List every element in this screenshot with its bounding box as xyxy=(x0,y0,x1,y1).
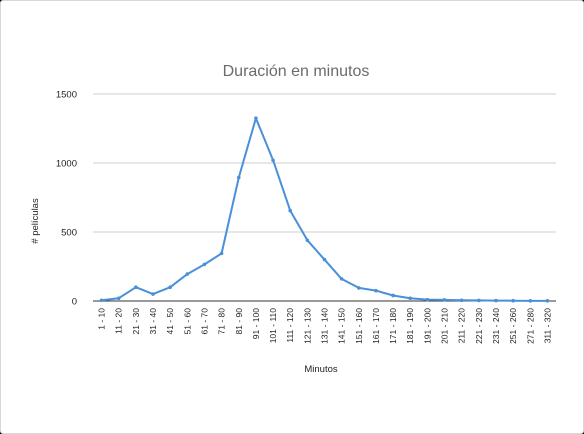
data-point xyxy=(425,297,430,302)
x-tick-label: 21 - 30 xyxy=(131,308,141,335)
data-point xyxy=(477,298,481,303)
x-tick-label: 141 - 150 xyxy=(337,308,347,344)
x-tick-label: 111 - 120 xyxy=(285,308,295,343)
data-point xyxy=(219,251,224,256)
data-point xyxy=(288,208,293,213)
series-line xyxy=(101,117,548,302)
x-tick-label: 11 - 20 xyxy=(114,308,124,334)
data-point xyxy=(168,285,172,290)
x-tick-label: 231 - 240 xyxy=(491,308,501,344)
x-tick-label: 71 - 80 xyxy=(217,308,227,335)
data-point xyxy=(202,262,207,267)
data-point xyxy=(254,116,258,120)
x-tick-label: 171 - 180 xyxy=(388,308,398,344)
x-tick-label: 81 - 90 xyxy=(234,308,244,335)
y-tick-label: 500 xyxy=(61,228,77,239)
data-point xyxy=(99,298,104,303)
x-tick-label: 121 - 130 xyxy=(302,308,312,344)
data-point xyxy=(339,277,344,281)
data-point xyxy=(151,292,155,296)
x-tick-label: 91 - 100 xyxy=(251,308,261,339)
data-point xyxy=(442,298,447,302)
data-point xyxy=(459,298,464,303)
x-tick-label: 101 - 110 xyxy=(268,308,278,344)
x-tick-label: 41 - 50 xyxy=(165,308,175,335)
chart-title: Duración en minutos xyxy=(223,63,370,80)
y-axis-ticks: 0 500 1000 1500 xyxy=(56,90,77,308)
x-axis-ticks: 1 - 10 11 - 20 21 - 30 31 - 40 41 - 50 51 - 6… xyxy=(97,308,553,344)
data-point xyxy=(374,288,378,293)
x-axis-title: Minutos xyxy=(304,364,338,375)
data-point xyxy=(116,296,121,301)
data-point xyxy=(511,298,515,303)
y-tick-label: 1500 xyxy=(56,90,77,101)
x-tick-label: 191 - 200 xyxy=(422,308,432,344)
data-point xyxy=(134,285,138,290)
x-tick-label: 61 - 70 xyxy=(199,308,209,335)
data-point xyxy=(271,158,275,163)
data-point xyxy=(408,296,413,301)
x-tick-label: 221 - 230 xyxy=(474,308,484,344)
gridlines xyxy=(93,93,556,302)
y-axis-title: # películas xyxy=(30,198,41,244)
data-point xyxy=(494,298,498,303)
y-tick-label: 1000 xyxy=(56,159,77,170)
data-point xyxy=(236,175,241,180)
x-tick-label: 251 - 260 xyxy=(508,308,518,344)
data-point xyxy=(545,299,550,303)
x-tick-label: 161 - 170 xyxy=(371,308,381,344)
data-point xyxy=(391,293,395,298)
data-point xyxy=(305,238,310,243)
data-point xyxy=(185,272,190,276)
data-point xyxy=(528,299,533,303)
x-tick-label: 151 - 160 xyxy=(354,308,364,344)
x-tick-label: 51 - 60 xyxy=(182,308,192,335)
x-tick-label: 201 - 210 xyxy=(440,308,450,344)
data-point xyxy=(356,286,361,290)
x-tick-label: 271 - 280 xyxy=(525,308,535,344)
y-tick-label: 0 xyxy=(72,297,77,308)
x-tick-label: 211 - 220 xyxy=(457,308,467,344)
x-tick-label: 1 - 10 xyxy=(97,308,107,330)
x-tick-label: 131 - 140 xyxy=(320,308,330,344)
data-series xyxy=(99,116,550,303)
x-tick-label: 311 - 320 xyxy=(542,308,552,344)
x-tick-label: 31 - 40 xyxy=(148,308,158,335)
data-point xyxy=(322,257,327,262)
x-tick-label: 181 - 190 xyxy=(405,308,415,344)
